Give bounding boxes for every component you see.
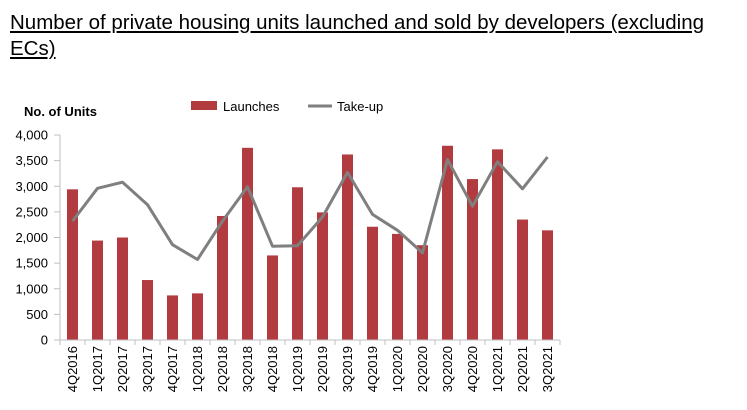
x-tick-label: 3Q2017 (140, 346, 155, 392)
launches-bars (67, 145, 553, 340)
launches-bar (517, 219, 528, 340)
launches-bar (367, 226, 378, 340)
launches-bar (92, 240, 103, 340)
x-tick-label: 2Q2018 (215, 346, 230, 392)
launches-bar (417, 245, 428, 340)
y-tick-label: 2,000 (15, 230, 48, 245)
launches-bar (217, 215, 228, 340)
x-tick-label: 1Q2017 (90, 346, 105, 392)
launches-bar (267, 255, 278, 340)
x-tick-label: 2Q2021 (515, 346, 530, 392)
y-axis-ticks: 4,000 3,500 3,000 2,500 2,000 1,500 1,000 500 0 (15, 128, 60, 348)
launches-bar (292, 187, 303, 340)
axes (59, 135, 561, 345)
x-tick-label: 3Q2020 (440, 346, 455, 392)
y-tick-label: 4,000 (15, 128, 48, 143)
launches-bar (192, 293, 203, 340)
x-tick-label: 4Q2018 (265, 346, 280, 392)
legend-launches-label: Launches (223, 99, 280, 114)
x-tick-label: 2Q2020 (415, 346, 430, 392)
launches-bar (117, 237, 128, 340)
y-axis-label: No. of Units (24, 104, 97, 119)
x-tick-label: 1Q2021 (490, 346, 505, 392)
launches-bar (442, 145, 453, 340)
y-tick-label: 2,500 (15, 204, 48, 219)
x-tick-label: 1Q2019 (290, 346, 305, 392)
launches-bar (142, 280, 153, 340)
x-tick-label: 4Q2019 (365, 346, 380, 392)
chart-title: Number of private housing units launched… (10, 11, 705, 60)
takeup-line (71, 156, 549, 261)
y-tick-label: 1,000 (15, 281, 48, 296)
legend-launches-swatch (191, 101, 217, 110)
x-tick-label: 2Q2017 (115, 346, 130, 392)
y-tick-label: 0 (41, 333, 48, 348)
launches-bar (342, 154, 353, 340)
x-tick-label: 2Q2019 (315, 346, 330, 392)
legend-takeup-label: Take-up (337, 99, 383, 114)
x-tick-label: 4Q2017 (165, 346, 180, 392)
x-tick-label: 1Q2018 (190, 346, 205, 392)
x-tick-label: 1Q2020 (390, 346, 405, 392)
launches-bar (167, 295, 178, 340)
y-tick-label: 3,000 (15, 179, 48, 194)
legend: Launches Take-up (191, 99, 383, 114)
launches-bar (67, 189, 78, 340)
x-tick-label: 3Q2021 (540, 346, 555, 392)
launches-bar (492, 149, 503, 340)
y-tick-label: 3,500 (15, 153, 48, 168)
y-tick-label: 500 (26, 307, 48, 322)
x-tick-label: 4Q2020 (465, 346, 480, 392)
y-tick-label: 1,500 (15, 256, 48, 271)
launches-bar (242, 147, 253, 340)
x-tick-label: 4Q2016 (65, 346, 80, 392)
x-tick-label: 3Q2018 (240, 346, 255, 392)
launches-bar (467, 179, 478, 340)
launches-bar (542, 230, 553, 340)
launches-bar (317, 212, 328, 340)
x-tick-label: 3Q2019 (340, 346, 355, 392)
launches-bar (392, 233, 403, 340)
x-axis-ticks: 4Q2016 1Q2017 2Q2017 3Q2017 4Q2017 1Q2018 2Q20… (65, 346, 555, 392)
